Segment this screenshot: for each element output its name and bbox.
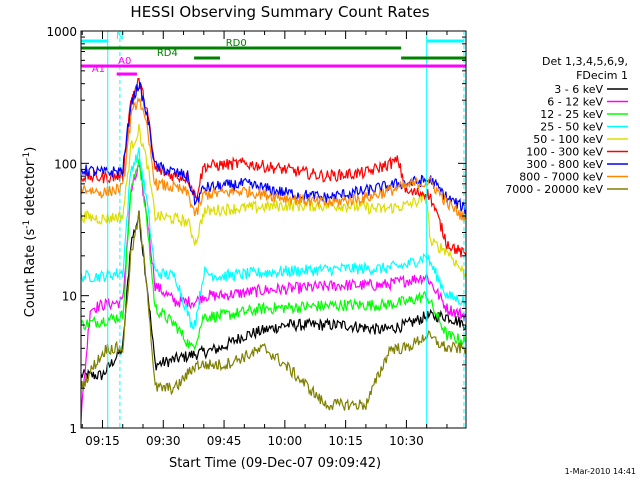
flag-label-n: N (116, 31, 123, 42)
y-axis-label-main: Count Rate (s (23, 229, 38, 318)
y-tick-label-4: 1000 (46, 25, 77, 39)
flag-label-a1: A1 (92, 64, 105, 75)
plot-frame (80, 30, 467, 429)
legend-entry-label-1: 3 - 6 keV (554, 83, 603, 96)
axes-layer: 09:15 09:30 09:45 10:00 10:15 10:30 1 10 100 1000 (46, 25, 466, 448)
legend-entry-label-6: 100 - 300 keV (526, 146, 603, 159)
series-line-3 (81, 158, 466, 351)
legend-entry-label-3: 12 - 25 keV (540, 108, 603, 121)
y-axis-label: Count Rate (s-1 detector-1) (22, 147, 38, 318)
legend-header-line-2: FDecim 1 (576, 69, 628, 82)
x-tick-label-2: 09:30 (146, 434, 181, 448)
series-line-4 (81, 147, 466, 330)
chart-title: HESSI Observing Summary Count Rates (130, 3, 429, 21)
series-line-5 (81, 123, 466, 279)
flag-label-rd4: RD4 (157, 48, 178, 59)
flag-label-a0: A0 (118, 56, 131, 67)
legend-entry-label-2: 6 - 12 keV (547, 96, 603, 109)
legend-entry-label-9: 7000 - 20000 keV (505, 183, 603, 196)
y-axis-label-sup2: -1 (22, 152, 32, 161)
overlay-layer: N RD0 RD4 A0 A1 (81, 31, 466, 428)
y-tick-label-1: 1 (69, 422, 77, 436)
series-line-8 (81, 96, 466, 223)
y-tick-label-3: 100 (54, 157, 77, 171)
x-tick-label-1: 09:15 (85, 434, 120, 448)
y-axis-label-end: ) (23, 147, 38, 152)
x-axis-label: Start Time (09-Dec-07 09:09:42) (169, 456, 381, 471)
y-axis-label-sup1: -1 (22, 220, 32, 229)
series-line-2 (81, 164, 466, 422)
legend-header-line-1: Det 1,3,4,5,6,9, (542, 55, 628, 68)
x-tick-label-5: 10:15 (328, 434, 363, 448)
x-tick-label-4: 10:00 (268, 434, 303, 448)
legend-entry-label-7: 300 - 800 keV (526, 158, 603, 171)
series-layer (81, 77, 466, 422)
flag-label-rd0: RD0 (226, 38, 247, 49)
series-line-9 (81, 211, 466, 411)
legend-entry-label-8: 800 - 7000 keV (519, 171, 603, 184)
y-axis-label-mid: detector (23, 160, 38, 220)
y-tick-label-2: 10 (62, 290, 77, 304)
legend-entry-label-4: 25 - 50 keV (540, 121, 603, 134)
legend-entry-label-5: 50 - 100 keV (533, 133, 603, 146)
x-tick-label-3: 09:45 (207, 434, 242, 448)
x-tick-label-6: 10:30 (389, 434, 424, 448)
footer-timestamp: 1-Mar-2010 14:41 (565, 467, 636, 476)
